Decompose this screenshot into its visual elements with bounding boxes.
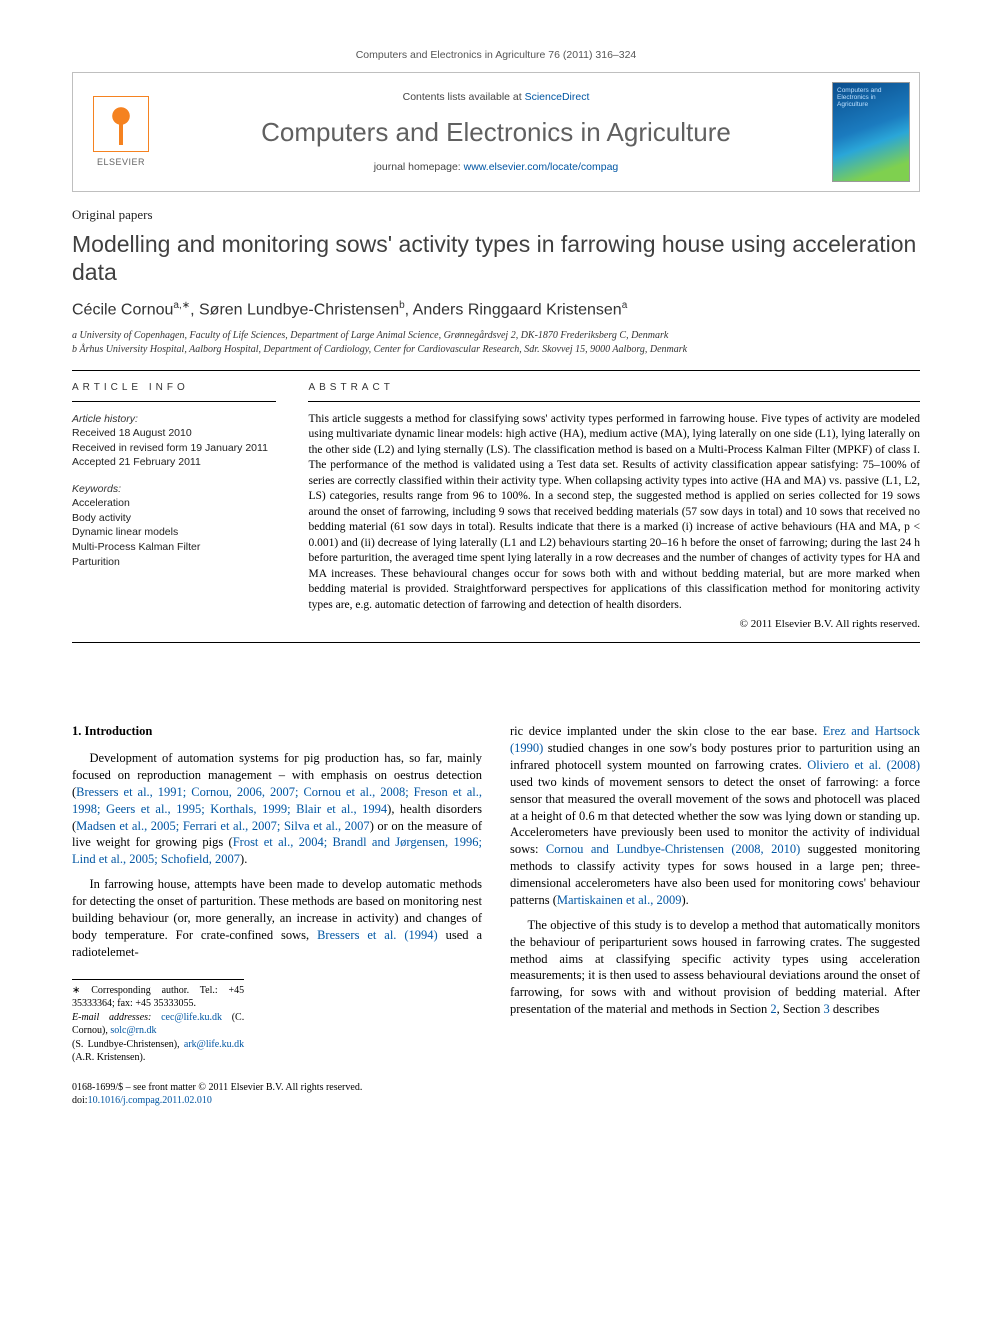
journal-title: Computers and Electronics in Agriculture	[175, 115, 817, 150]
keywords-block: Keywords: AccelerationBody activityDynam…	[72, 482, 276, 570]
keyword-line: Body activity	[72, 511, 276, 526]
history-label: Article history:	[72, 412, 276, 426]
page-root: Computers and Electronics in Agriculture…	[0, 0, 992, 1148]
cover-thumb-title: Computers and Electronics in Agriculture	[837, 87, 905, 108]
body-col-right: ric device implanted under the skin clos…	[510, 723, 920, 1064]
keywords-label: Keywords:	[72, 482, 276, 496]
email-link[interactable]: ark@life.ku.dk	[184, 1039, 244, 1050]
citation-link[interactable]: Bressers et al. (1994)	[317, 928, 438, 942]
paper-title: Modelling and monitoring sows' activity …	[72, 230, 920, 288]
cover-thumb-slot: Computers and Electronics in Agriculture	[823, 73, 919, 191]
affiliation-line: a University of Copenhagen, Faculty of L…	[72, 329, 920, 343]
doi-label: doi:	[72, 1095, 88, 1106]
masthead: ELSEVIER Contents lists available at Sci…	[72, 72, 920, 192]
text: (S. Lundbye-Christensen),	[72, 1039, 184, 1050]
abstract-column: ABSTRACT This article suggests a method …	[292, 371, 920, 642]
text: , Section	[777, 1002, 824, 1016]
running-header: Computers and Electronics in Agriculture…	[72, 48, 920, 62]
contents-prefix: Contents lists available at	[403, 91, 525, 103]
history-line: Accepted 21 February 2011	[72, 455, 276, 470]
corresponding-author-footnote: ∗ Corresponding author. Tel.: +45 353333…	[72, 979, 244, 1065]
masthead-center: Contents lists available at ScienceDirec…	[169, 73, 823, 191]
citation-link[interactable]: Cornou and Lundbye-Christensen (2008, 20…	[546, 842, 800, 856]
citation-link[interactable]: Martiskainen et al., 2009	[557, 893, 682, 907]
intro-para-3: The objective of this study is to develo…	[510, 917, 920, 1018]
author-list: Cécile Cornoua,∗, Søren Lundbye-Christen…	[72, 299, 920, 321]
citation-link[interactable]: Madsen et al., 2005; Ferrari et al., 200…	[76, 819, 370, 833]
elsevier-tree-icon	[93, 96, 149, 152]
doi-link[interactable]: 10.1016/j.compag.2011.02.010	[88, 1095, 212, 1106]
citation-link[interactable]: Oliviero et al. (2008)	[807, 758, 920, 772]
text: (A.R. Kristensen).	[72, 1052, 145, 1063]
text: describes	[830, 1002, 880, 1016]
article-type: Original papers	[72, 206, 920, 224]
journal-homepage-line: journal homepage: www.elsevier.com/locat…	[175, 160, 817, 174]
affiliations: a University of Copenhagen, Faculty of L…	[72, 329, 920, 356]
info-abstract-block: ARTICLE INFO Article history: Received 1…	[72, 370, 920, 643]
corr-author-line: ∗ Corresponding author. Tel.: +45 353333…	[72, 984, 244, 1011]
emails-label: E-mail addresses:	[72, 1012, 161, 1023]
text: ).	[240, 852, 247, 866]
article-info-column: ARTICLE INFO Article history: Received 1…	[72, 371, 292, 642]
elsevier-logo: ELSEVIER	[93, 96, 149, 168]
homepage-prefix: journal homepage:	[374, 161, 464, 173]
intro-para-2: In farrowing house, attempts have been m…	[72, 876, 482, 960]
elsevier-wordmark: ELSEVIER	[97, 156, 145, 168]
body-col-left: 1. Introduction Development of automatio…	[72, 723, 482, 1064]
section-1-heading: 1. Introduction	[72, 723, 482, 740]
publication-footer-line: 0168-1699/$ – see front matter © 2011 El…	[72, 1081, 920, 1108]
publisher-logo-slot: ELSEVIER	[73, 73, 169, 191]
journal-cover-thumbnail: Computers and Electronics in Agriculture	[832, 82, 910, 182]
text: ric device implanted under the skin clos…	[510, 724, 823, 738]
sciencedirect-link[interactable]: ScienceDirect	[525, 91, 590, 103]
journal-homepage-link[interactable]: www.elsevier.com/locate/compag	[464, 161, 619, 173]
keyword-line: Dynamic linear models	[72, 525, 276, 540]
emails-line-1: E-mail addresses: cec@life.ku.dk (C. Cor…	[72, 1011, 244, 1038]
contents-available-line: Contents lists available at ScienceDirec…	[175, 90, 817, 104]
email-link[interactable]: solc@rn.dk	[110, 1025, 156, 1036]
history-line: Received in revised form 19 January 2011	[72, 441, 276, 456]
emails-line-2: (S. Lundbye-Christensen), ark@life.ku.dk…	[72, 1038, 244, 1065]
text: ).	[681, 893, 688, 907]
intro-para-1: Development of automation systems for pi…	[72, 750, 482, 868]
front-matter-line: 0168-1699/$ – see front matter © 2011 El…	[72, 1081, 362, 1095]
article-info-heading: ARTICLE INFO	[72, 381, 276, 402]
body-columns: 1. Introduction Development of automatio…	[72, 723, 920, 1064]
history-line: Received 18 August 2010	[72, 426, 276, 441]
abstract-heading: ABSTRACT	[308, 381, 920, 402]
intro-para-2-continued: ric device implanted under the skin clos…	[510, 723, 920, 909]
affiliation-line: b Århus University Hospital, Aalborg Hos…	[72, 343, 920, 357]
abstract-body: This article suggests a method for class…	[308, 412, 920, 614]
abstract-copyright: © 2011 Elsevier B.V. All rights reserved…	[308, 617, 920, 632]
article-history-block: Article history: Received 18 August 2010…	[72, 412, 276, 470]
keyword-line: Multi-Process Kalman Filter	[72, 540, 276, 555]
keyword-line: Acceleration	[72, 496, 276, 511]
email-link[interactable]: cec@life.ku.dk	[161, 1012, 222, 1023]
keyword-line: Parturition	[72, 555, 276, 570]
